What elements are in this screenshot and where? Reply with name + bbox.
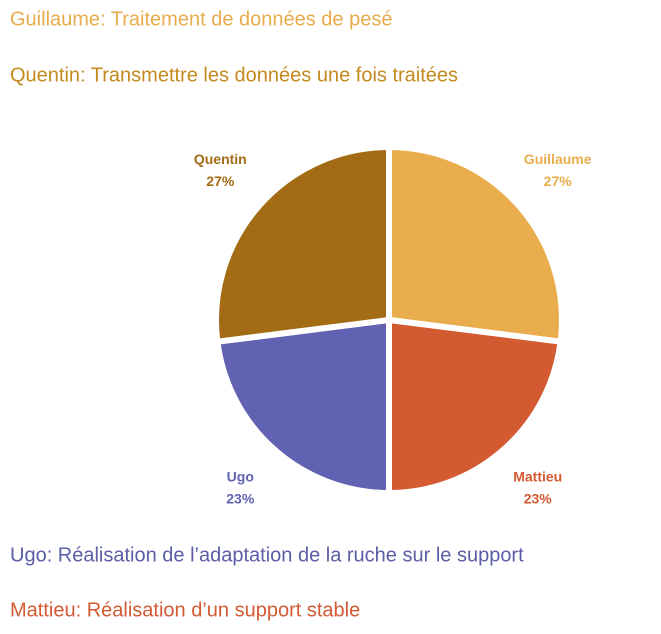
pie-slice [214, 317, 392, 496]
slice-label: Guillaume [524, 151, 592, 167]
annotation: Ugo: Réalisation de l’adaptation de la r… [10, 544, 524, 566]
pie-slice [386, 144, 565, 345]
pie-slice [386, 317, 564, 496]
slice-label: Quentin [194, 151, 247, 167]
slice-value: 23% [226, 490, 255, 506]
annotation: Mattieu: Réalisation d’un support stable [10, 599, 360, 621]
annotation: Guillaume: Traitement de données de pesé [10, 8, 392, 30]
slice-value: 27% [206, 173, 235, 189]
slice-label: Mattieu [513, 468, 562, 484]
slice-value: 23% [524, 490, 553, 506]
slice-value: 27% [544, 173, 573, 189]
annotation: Quentin: Transmettre les données une foi… [10, 64, 458, 86]
slice-label: Ugo [227, 468, 254, 484]
pie-slice [213, 144, 392, 345]
